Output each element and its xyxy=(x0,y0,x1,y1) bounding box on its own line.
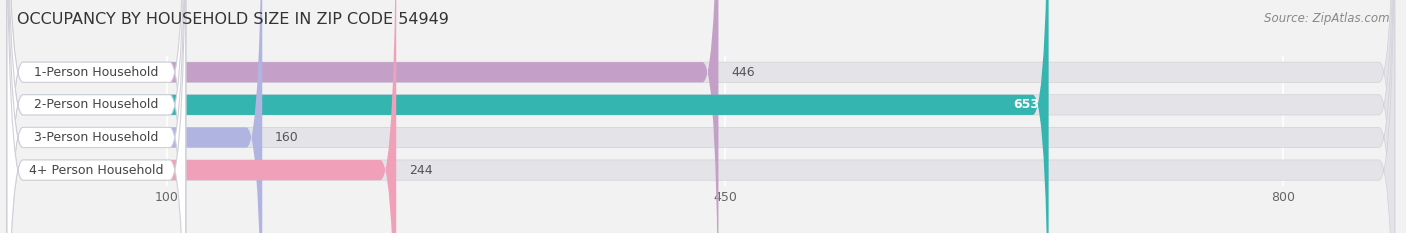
Text: 3-Person Household: 3-Person Household xyxy=(34,131,159,144)
FancyBboxPatch shape xyxy=(7,0,396,233)
FancyBboxPatch shape xyxy=(7,0,1395,233)
FancyBboxPatch shape xyxy=(7,0,186,233)
FancyBboxPatch shape xyxy=(7,0,1395,233)
FancyBboxPatch shape xyxy=(7,0,1395,233)
FancyBboxPatch shape xyxy=(7,0,186,233)
Text: 653: 653 xyxy=(1014,98,1039,111)
Text: Source: ZipAtlas.com: Source: ZipAtlas.com xyxy=(1264,12,1389,25)
Text: 4+ Person Household: 4+ Person Household xyxy=(30,164,163,177)
FancyBboxPatch shape xyxy=(7,0,718,233)
Text: OCCUPANCY BY HOUSEHOLD SIZE IN ZIP CODE 54949: OCCUPANCY BY HOUSEHOLD SIZE IN ZIP CODE … xyxy=(17,12,449,27)
FancyBboxPatch shape xyxy=(7,0,186,233)
FancyBboxPatch shape xyxy=(7,0,1395,233)
Text: 160: 160 xyxy=(276,131,298,144)
FancyBboxPatch shape xyxy=(7,0,186,233)
Text: 446: 446 xyxy=(731,66,755,79)
Text: 1-Person Household: 1-Person Household xyxy=(34,66,159,79)
FancyBboxPatch shape xyxy=(7,0,1049,233)
Text: 2-Person Household: 2-Person Household xyxy=(34,98,159,111)
FancyBboxPatch shape xyxy=(7,0,263,233)
Text: 244: 244 xyxy=(409,164,433,177)
